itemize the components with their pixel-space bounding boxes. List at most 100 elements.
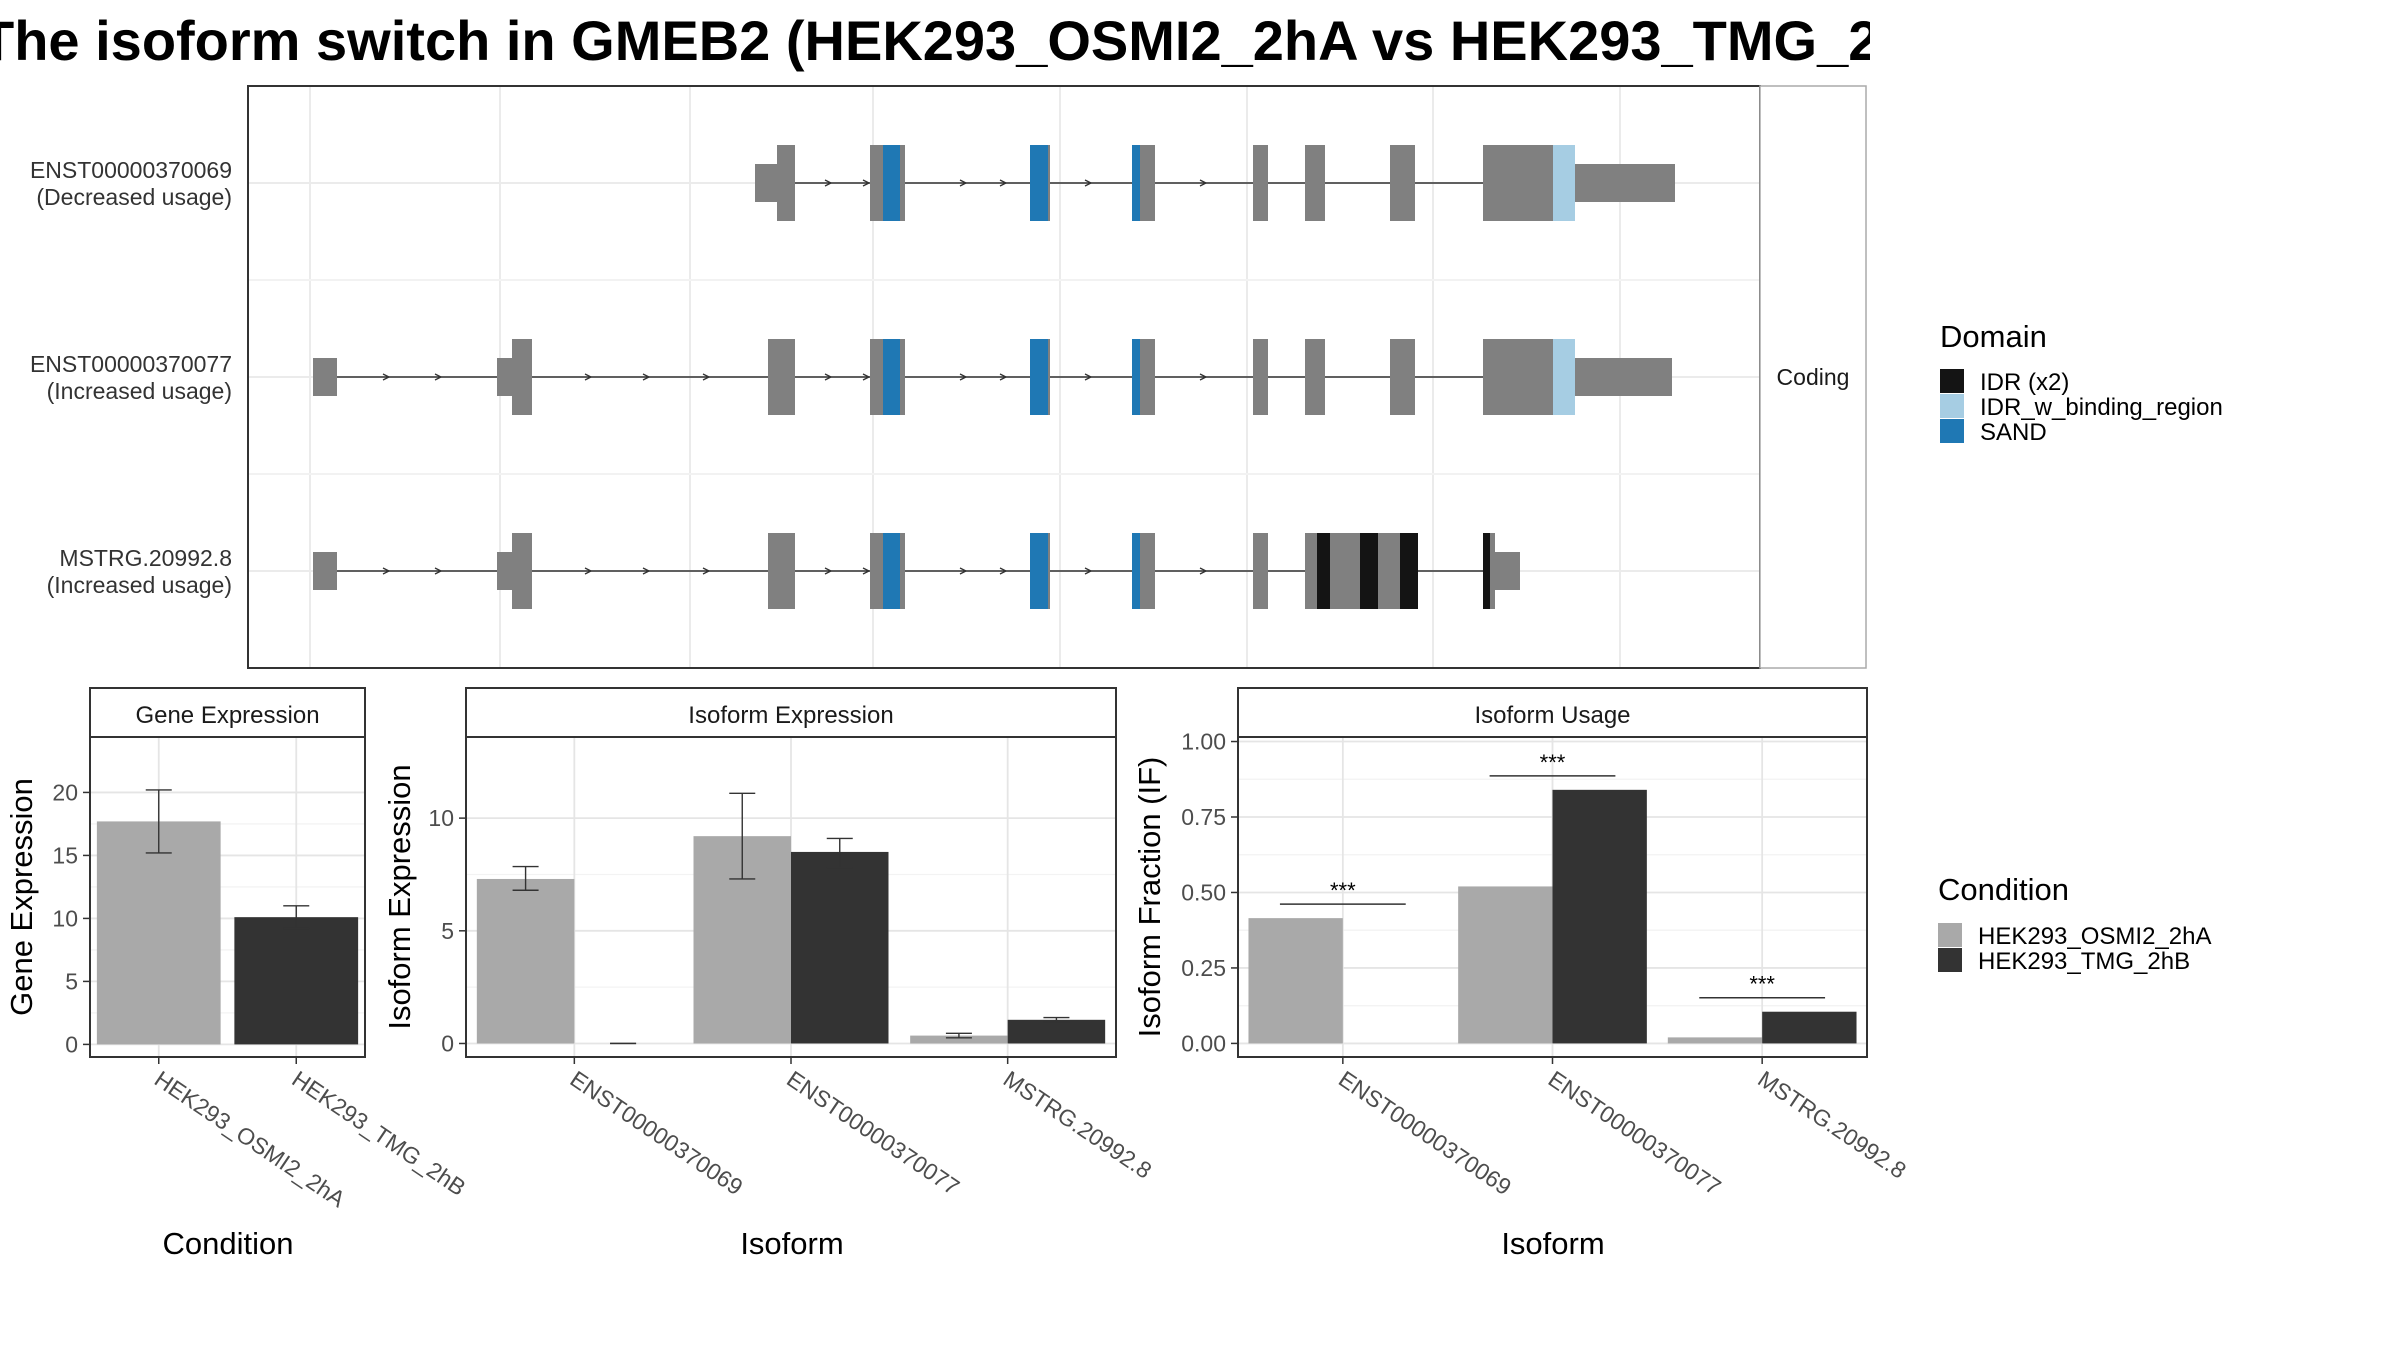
direction-arrow	[862, 373, 871, 381]
domain-sand	[883, 339, 900, 415]
transcript-label: MSTRG.20992.8	[59, 545, 232, 571]
direction-arrow	[434, 567, 443, 575]
direction-arrow	[824, 567, 833, 575]
chart-title: The isoform switch in GMEB2 (HEK293_OSMI…	[0, 9, 1870, 72]
direction-arrow	[1199, 373, 1208, 381]
direction-arrow	[824, 373, 833, 381]
utr-exon	[1573, 164, 1675, 202]
direction-arrow	[642, 567, 651, 575]
significance-label: ***	[1330, 878, 1356, 903]
y-axis-title: Gene Expression	[4, 778, 39, 1016]
utr-exon	[313, 552, 337, 590]
direction-arrow	[382, 373, 391, 381]
coding-exon	[1390, 145, 1415, 221]
domain-idr_binding	[1553, 339, 1575, 415]
direction-arrow	[862, 179, 871, 187]
x-axis-title: Isoform	[740, 1226, 843, 1261]
title-clip: The isoform switch in GMEB2 (HEK293_OSMI…	[0, 0, 1870, 85]
chart-panel-1	[459, 687, 1117, 1064]
condition-legend-label: HEK293_OSMI2_2hA	[1978, 923, 2211, 950]
condition-legend-title: Condition	[1938, 872, 2069, 907]
panel-strip	[465, 687, 1117, 738]
x-tick-label: ENST00000370077	[1544, 1066, 1726, 1201]
coding-exon	[512, 339, 532, 415]
panel-title: Gene Expression	[135, 702, 319, 729]
condition-legend-label: HEK293_TMG_2hB	[1978, 948, 2190, 975]
bar-ENST00000370077-HEK293_OSMI2_2hA	[1458, 886, 1553, 1044]
domain-idr	[1400, 533, 1418, 609]
y-tick-label: 0	[65, 1031, 78, 1057]
bar-ENST00000370077-HEK293_TMG_2hB	[1552, 789, 1647, 1044]
domain-legend-key	[1940, 369, 1964, 393]
domain-sand	[1030, 533, 1048, 609]
chart-panel-2	[1231, 687, 1868, 1064]
domain-legend-label: IDR (x2)	[1980, 369, 2069, 396]
y-tick-label: 0.75	[1181, 804, 1226, 830]
direction-arrow	[824, 179, 833, 187]
facet-strip-label: Coding	[1777, 364, 1850, 390]
direction-arrow	[999, 179, 1008, 187]
significance-label: ***	[1540, 750, 1566, 775]
direction-arrow	[434, 373, 443, 381]
domain-idr	[1483, 533, 1490, 609]
panel-title: Isoform Expression	[688, 702, 893, 729]
transcript-ENST00000370077	[313, 339, 1672, 415]
coding-exon	[1305, 339, 1325, 415]
direction-arrow	[1199, 179, 1208, 187]
x-tick-label: ENST00000370077	[782, 1066, 964, 1201]
coding-exon	[1390, 339, 1415, 415]
y-tick-label: 15	[52, 842, 78, 868]
y-tick-label: 0.50	[1181, 879, 1226, 905]
coding-exon	[1253, 533, 1268, 609]
transcript-MSTRG.20992.8	[313, 533, 1520, 609]
domain-sand	[1132, 339, 1140, 415]
direction-arrow	[959, 567, 968, 575]
facet-strip	[1759, 85, 1867, 669]
direction-arrow	[642, 373, 651, 381]
transcript-label: ENST00000370077	[30, 351, 232, 377]
domain-sand	[1030, 339, 1048, 415]
coding-exon	[768, 339, 795, 415]
coding-exon	[512, 533, 532, 609]
direction-arrow	[959, 373, 968, 381]
condition-legend-key	[1938, 923, 1962, 947]
x-tick-label: ENST00000370069	[566, 1066, 748, 1201]
direction-arrow	[382, 567, 391, 575]
condition-legend-key	[1938, 948, 1962, 972]
coding-exon	[1253, 145, 1268, 221]
domain-legend-label: IDR_w_binding_region	[1980, 394, 2223, 421]
y-tick-label: 1.00	[1181, 729, 1226, 755]
domain-legend-key	[1940, 394, 1964, 418]
y-tick-label: 5	[441, 918, 454, 944]
y-axis-title: Isoform Expression	[382, 764, 417, 1029]
bar-MSTRG.20992.8-HEK293_TMG_2hB	[1762, 1011, 1857, 1044]
y-axis-title: Isoform Fraction (IF)	[1132, 757, 1167, 1038]
utr-exon	[1573, 358, 1672, 396]
direction-arrow	[584, 373, 593, 381]
bar-HEK293_TMG_2hB	[234, 917, 359, 1045]
domain-idr_binding	[1553, 145, 1575, 221]
chart-panel-0	[83, 687, 366, 1064]
utr-exon	[313, 358, 337, 396]
bar-HEK293_OSMI2_2hA	[96, 821, 221, 1045]
utr-exon	[497, 552, 515, 590]
domain-sand	[883, 145, 900, 221]
direction-arrow	[1084, 179, 1093, 187]
domain-sand	[883, 533, 900, 609]
utr-exon	[497, 358, 515, 396]
domain-legend-label: SAND	[1980, 419, 2047, 446]
bar-MSTRG.20992.8-HEK293_OSMI2_2hA	[910, 1035, 1008, 1044]
coding-exon	[768, 533, 795, 609]
transcript-ENST00000370069	[755, 145, 1675, 221]
panel-strip	[1237, 687, 1868, 738]
x-axis-title: Isoform	[1501, 1226, 1604, 1261]
x-tick-label: ENST00000370069	[1334, 1066, 1516, 1201]
significance-label: ***	[1749, 972, 1775, 997]
direction-arrow	[959, 179, 968, 187]
direction-arrow	[999, 373, 1008, 381]
direction-arrow	[1084, 567, 1093, 575]
domain-sand	[1132, 145, 1140, 221]
utr-exon	[1490, 552, 1520, 590]
transcript-usage-label: (Decreased usage)	[36, 184, 232, 210]
